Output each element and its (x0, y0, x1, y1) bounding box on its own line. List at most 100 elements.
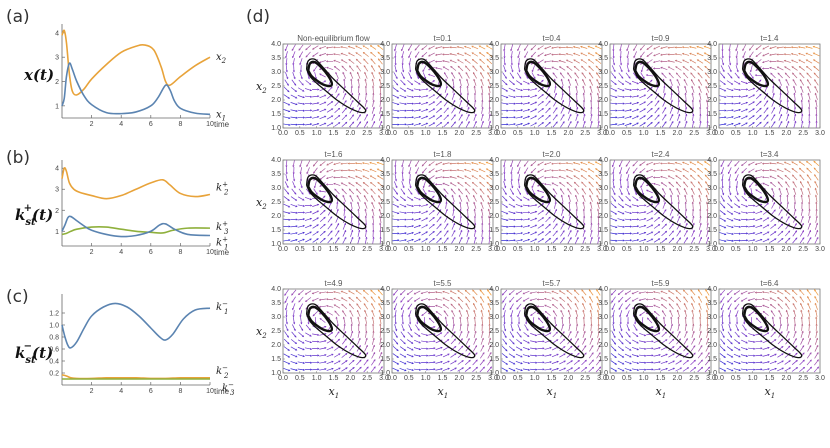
flow-arrow-head (442, 53, 445, 56)
flow-arrow (370, 188, 376, 195)
flow-arrow-head (527, 368, 531, 371)
flow-arrow-head (705, 92, 708, 95)
flow-arrow-head (506, 116, 509, 119)
flow-arrow (808, 209, 810, 216)
flow-arrow-head (615, 219, 618, 222)
flow-arrow-head (637, 88, 640, 91)
flow-arrow-head (351, 92, 354, 95)
flow-arrow (501, 353, 508, 358)
flow-arrow-head (731, 116, 734, 119)
flow-arrow-head (583, 113, 586, 116)
flow-arrow-head (541, 224, 545, 227)
flow-arrow (691, 230, 695, 237)
flow-arrow-head (569, 237, 572, 240)
y-tick-label: 0.6 (49, 347, 59, 354)
flow-arrow-head (583, 120, 586, 123)
flow-arrow-head (417, 76, 420, 80)
flow-arrow-head (348, 297, 351, 299)
flow-arrow-head (568, 208, 571, 211)
flow-arrow-head (325, 298, 329, 301)
flow-arrow (568, 310, 571, 317)
flow-arrow (457, 182, 464, 187)
flow-arrow-head (442, 290, 445, 293)
flow-arrow-head (629, 362, 632, 365)
flow-arrow (669, 209, 673, 216)
flow-arrow-head (326, 66, 329, 69)
flow-arrow (815, 216, 818, 223)
flow-arrow-head (621, 199, 624, 202)
flow-arrow-head (730, 199, 732, 202)
flow-arrow (472, 188, 478, 195)
flow-arrow (762, 60, 770, 63)
flow-arrow (582, 79, 586, 86)
flow-arrow-head (576, 120, 579, 123)
flow-arrow (611, 65, 616, 72)
flow-arrow-head (577, 345, 580, 348)
flow-arrow-head (434, 176, 438, 179)
flow-arrow-head (629, 348, 632, 351)
flow-arrow-head (443, 72, 446, 75)
flow-panel-title: t=0.1 (433, 34, 452, 43)
flow-arrow-head (746, 239, 749, 242)
flow-arrow-head (706, 120, 709, 123)
flow-arrow-head (543, 183, 547, 186)
limit-cycle-inner (307, 305, 334, 333)
flow-arrow (589, 338, 593, 345)
flow-arrow (581, 175, 587, 180)
flow-arrow-head (317, 340, 320, 343)
flow-arrow (719, 217, 726, 222)
flow-arrow-head (569, 106, 572, 109)
flow-arrow (377, 168, 384, 173)
flow-arrow-head (362, 52, 365, 54)
flow-arrow-head (541, 87, 544, 89)
flow-arrow (727, 72, 733, 79)
flow-arrow (399, 203, 407, 208)
flow-arrow (575, 121, 579, 128)
flow-arrow (552, 230, 558, 237)
flow-arrow-head (731, 109, 734, 112)
flow-arrow-head (340, 297, 343, 300)
flow-arrow (355, 52, 362, 57)
flow-arrow (480, 352, 485, 359)
flow-arrow-head (472, 289, 475, 292)
flow-arrow-head (288, 232, 291, 235)
flow-arrow (435, 305, 443, 308)
flow-arrow (459, 324, 462, 331)
series-label-k3+: k+ 3 (216, 220, 229, 236)
flow-arrow (508, 353, 515, 358)
flow-arrow (612, 181, 615, 188)
flow-arrow (791, 168, 798, 173)
flow-arrow-head (394, 322, 397, 325)
flow-arrow (682, 161, 690, 166)
flow-arrow-head (380, 351, 383, 355)
flow-arrow-head (411, 116, 415, 119)
flow-arrow-head (456, 162, 459, 165)
flow-panel-title: t=5.5 (433, 279, 452, 288)
flow-arrow (522, 88, 530, 91)
flow-arrow-head (777, 181, 780, 184)
flow-arrow-head (751, 76, 754, 79)
flow-arrow (379, 216, 382, 223)
flow-arrow-head (397, 96, 400, 99)
flow-arrow-head (425, 210, 429, 213)
flow-arrow-head (664, 223, 667, 226)
flow-arrow-head (554, 85, 557, 88)
flow-arrow (691, 188, 695, 195)
flow-arrow (428, 203, 435, 208)
flow-arrow (319, 347, 327, 350)
flow-arrow (677, 100, 680, 107)
flow-y-tick-label: 2.5 (598, 83, 608, 90)
flow-arrow-head (347, 52, 351, 55)
flow-arrow (509, 188, 514, 195)
flow-arrow-head (582, 92, 585, 95)
flow-arrow (626, 44, 630, 51)
flow-arrow (675, 181, 682, 188)
flow-arrow (624, 218, 632, 221)
flow-arrow (675, 66, 682, 71)
flow-arrow (406, 361, 414, 364)
flow-x-tick-label: 2.0 (454, 130, 464, 137)
flow-arrow-head (793, 187, 796, 190)
flow-arrow (362, 175, 370, 180)
flow-arrow-head (333, 46, 336, 49)
flow-arrow-head (299, 165, 302, 168)
